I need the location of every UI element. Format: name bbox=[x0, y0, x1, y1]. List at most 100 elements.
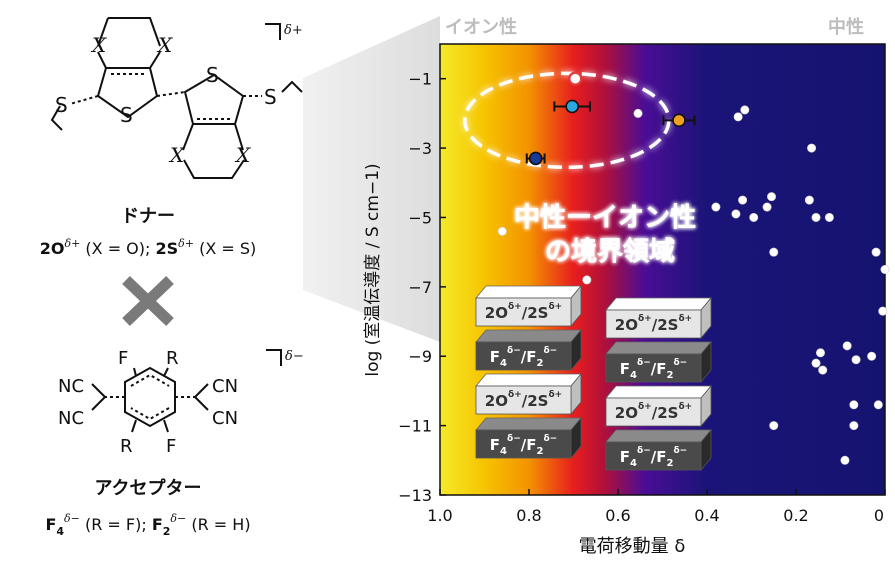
data-point bbox=[740, 105, 750, 115]
data-point bbox=[849, 400, 859, 410]
data-point bbox=[849, 421, 859, 431]
acceptor-bracket bbox=[266, 349, 282, 366]
acceptor-block: F4δ−/F2δ− bbox=[475, 328, 582, 372]
x-axis-title: 電荷移動量 δ bbox=[579, 536, 686, 557]
data-point bbox=[880, 264, 890, 274]
data-point bbox=[840, 455, 850, 465]
donor-x-bottom-right: X bbox=[234, 143, 251, 167]
block-label: 2Oδ+/2Sδ+ bbox=[615, 314, 692, 334]
data-point bbox=[528, 151, 543, 166]
x-tick-label: 0.6 bbox=[605, 506, 630, 525]
crystal-block-illustrations: 2Oδ+/2Sδ+ F4δ−/F2δ− 2Oδ+/2Sδ+ F4δ−/F2δ− 2Oδ+… bbox=[475, 284, 712, 472]
x-tick-label: 1.0 bbox=[427, 506, 452, 525]
data-point bbox=[867, 351, 877, 361]
donor-block: 2Oδ+/2Sδ+ bbox=[605, 296, 712, 340]
block-label: F4δ−/F2δ− bbox=[490, 346, 557, 369]
acceptor-formula: F4δ− (R = F); F2δ− (R = H) bbox=[45, 512, 250, 538]
donor-s-ring-left: S bbox=[120, 103, 133, 127]
data-point bbox=[762, 202, 772, 212]
data-point bbox=[568, 71, 583, 86]
acceptor-atoms: F R R F NC NC CN CN bbox=[58, 348, 238, 457]
donor-x-top-left: X bbox=[90, 33, 107, 57]
donor-block: 2Oδ+/2Sδ+ bbox=[475, 284, 582, 328]
acceptor-r-top: R bbox=[166, 348, 179, 369]
acceptor-block: F4δ−/F2δ− bbox=[605, 340, 712, 384]
zoom-wedge bbox=[303, 16, 440, 342]
data-point bbox=[767, 192, 777, 202]
acceptor-r-bottom: R bbox=[120, 436, 133, 457]
donor-x-bottom-left: X bbox=[168, 143, 185, 167]
cross-icon bbox=[122, 276, 174, 326]
x-ticks: 1.0 0.8 0.6 0.4 0.2 0 bbox=[427, 489, 886, 525]
data-point bbox=[873, 400, 883, 410]
ionic-label: イオン性 bbox=[445, 16, 517, 38]
data-point bbox=[871, 247, 881, 257]
data-point bbox=[633, 108, 643, 118]
acceptor-cn-top: CN bbox=[212, 376, 238, 397]
data-point bbox=[878, 306, 888, 316]
y-tick-label: −11 bbox=[398, 417, 432, 436]
block-label: F4δ−/F2δ− bbox=[490, 434, 557, 457]
data-point bbox=[731, 209, 741, 219]
y-tick-label: −3 bbox=[408, 139, 432, 158]
data-point bbox=[807, 143, 817, 153]
y-tick-label: −13 bbox=[398, 486, 432, 505]
data-point bbox=[811, 358, 821, 368]
plot-area: 1.0 0.8 0.6 0.4 0.2 0 −1 −3 −5 −7 −9 −11 −13 2Oδ+/2… bbox=[398, 43, 890, 525]
annotation-line2: の境界領域 bbox=[545, 236, 675, 267]
x-tick-label: 0.4 bbox=[694, 506, 719, 525]
block-label: 2Oδ+/2Sδ+ bbox=[485, 390, 562, 410]
donor-s-ring-right: S bbox=[206, 63, 219, 87]
donor-s-exo-right: S bbox=[264, 85, 277, 109]
data-point bbox=[818, 365, 828, 375]
data-point bbox=[749, 212, 759, 222]
data-point bbox=[804, 195, 814, 205]
y-axis-title: log (室温伝導度 / S cm−1) bbox=[363, 163, 383, 376]
data-point bbox=[497, 226, 507, 236]
donor-title: ドナー bbox=[121, 206, 175, 227]
neutral-label: 中性 bbox=[828, 16, 864, 38]
acceptor-block: F4δ−/F2δ− bbox=[475, 416, 582, 460]
x-tick-label: 0.8 bbox=[516, 506, 541, 525]
donor-formula: 2Oδ+ (X = O); 2Sδ+ (X = S) bbox=[40, 237, 257, 258]
y-ticks: −1 −3 −5 −7 −9 −11 −13 bbox=[398, 70, 446, 505]
boundary-annotation: 中性ーイオン性 の境界領域 bbox=[514, 203, 696, 267]
annotation-line1: 中性ーイオン性 bbox=[514, 203, 696, 233]
data-point bbox=[733, 112, 743, 122]
data-point bbox=[711, 202, 721, 212]
data-point bbox=[815, 348, 825, 358]
y-tick-label: −5 bbox=[408, 208, 432, 227]
x-tick-label: 0 bbox=[874, 506, 884, 525]
acceptor-cn-bottom: CN bbox=[212, 408, 238, 429]
x-tick-label: 0.2 bbox=[783, 506, 808, 525]
block-label: F4δ−/F2δ− bbox=[620, 358, 687, 381]
acceptor-nc-top: NC bbox=[58, 376, 84, 397]
block-label: 2Oδ+/2Sδ+ bbox=[615, 402, 692, 422]
data-point bbox=[769, 247, 779, 257]
y-tick-label: −9 bbox=[408, 347, 432, 366]
data-point bbox=[851, 355, 861, 365]
y-tick-label: −7 bbox=[408, 278, 432, 297]
data-point bbox=[738, 195, 748, 205]
acceptor-block: F4δ−/F2δ− bbox=[605, 428, 712, 472]
donor-bracket bbox=[265, 23, 281, 40]
acceptor-nc-bottom: NC bbox=[58, 408, 84, 429]
acceptor-charge: δ− bbox=[285, 349, 304, 364]
block-label: 2Oδ+/2Sδ+ bbox=[485, 302, 562, 322]
data-point bbox=[769, 421, 779, 431]
donor-block: 2Oδ+/2Sδ+ bbox=[475, 372, 582, 416]
donor-x-top-right: X bbox=[156, 33, 173, 57]
data-point bbox=[824, 212, 834, 222]
data-point bbox=[811, 212, 821, 222]
donor-charge: δ+ bbox=[284, 23, 303, 38]
donor-block: 2Oδ+/2Sδ+ bbox=[605, 384, 712, 428]
y-tick-label: −1 bbox=[408, 70, 432, 89]
data-point bbox=[672, 113, 686, 128]
acceptor-structure bbox=[91, 366, 209, 433]
donor-structure bbox=[50, 17, 303, 179]
donor-s-exo-left: S bbox=[55, 93, 68, 117]
donor-atoms: X X X X bbox=[90, 33, 251, 167]
data-point bbox=[582, 275, 592, 285]
block-label: F4δ−/F2δ− bbox=[620, 446, 687, 469]
